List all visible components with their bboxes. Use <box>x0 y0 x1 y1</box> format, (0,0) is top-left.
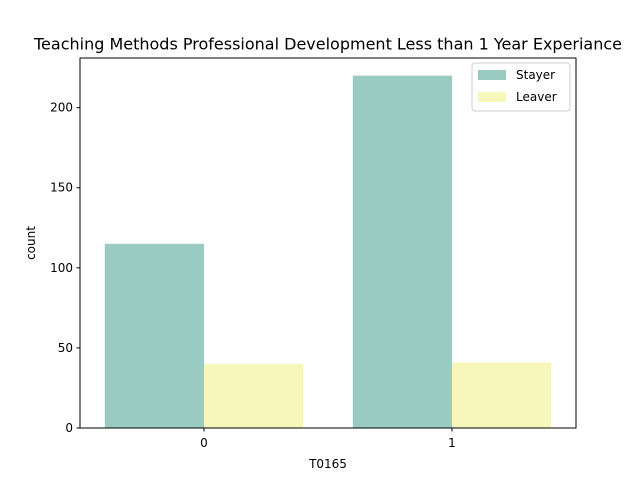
y-tick-label: 200 <box>50 101 73 115</box>
legend-swatch-leaver <box>478 92 506 102</box>
bars-group <box>104 75 552 428</box>
x-axis-label: T0165 <box>308 457 347 471</box>
legend-label-leaver: Leaver <box>516 90 557 104</box>
plot-frame <box>79 57 577 429</box>
y-axis: 0 50 100 150 200 <box>50 101 80 435</box>
chart-title: Teaching Methods Professional Developmen… <box>33 35 622 54</box>
bar-stayer-1 <box>352 75 452 428</box>
x-tick-label: 0 <box>200 436 208 450</box>
y-tick-label: 0 <box>65 421 73 435</box>
y-axis-label: count <box>24 226 38 260</box>
bar-stayer-0 <box>104 243 204 428</box>
legend-swatch-stayer <box>478 70 506 80</box>
y-tick-label: 100 <box>50 261 73 275</box>
x-tick-label: 1 <box>448 436 456 450</box>
legend: Stayer Leaver <box>471 62 571 112</box>
legend-label-stayer: Stayer <box>516 68 555 82</box>
y-tick-label: 150 <box>50 181 73 195</box>
bar-leaver-1 <box>452 362 552 428</box>
y-tick-label: 50 <box>58 341 73 355</box>
bar-leaver-0 <box>204 363 304 428</box>
